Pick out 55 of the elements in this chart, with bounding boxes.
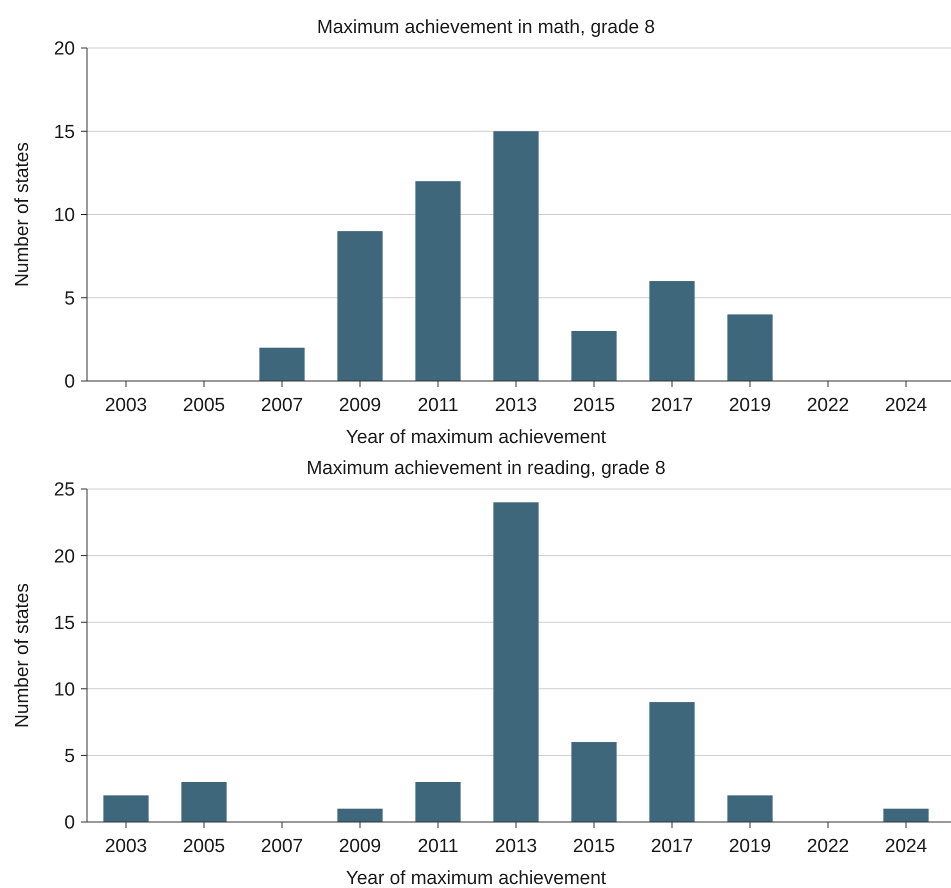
- bar: [727, 795, 773, 822]
- x-tick-label: 2019: [728, 836, 772, 857]
- chart-title: Maximum achievement in reading, grade 8: [306, 458, 666, 479]
- bar: [727, 314, 773, 381]
- chart-title: Maximum achievement in math, grade 8: [317, 17, 655, 38]
- x-tick-label: 2022: [806, 395, 850, 416]
- x-tick-label: 2017: [650, 836, 694, 857]
- y-tick-label: 0: [64, 372, 75, 393]
- x-tick-label: 2003: [104, 836, 148, 857]
- bar: [103, 795, 149, 822]
- y-tick-label: 10: [54, 679, 75, 700]
- y-tick-label: 10: [54, 205, 75, 226]
- x-tick-label: 2009: [338, 395, 382, 416]
- bar: [415, 181, 461, 381]
- bar: [493, 131, 539, 381]
- bar: [649, 281, 695, 381]
- x-tick-label: 2015: [572, 836, 616, 857]
- x-tick-label: 2013: [494, 395, 538, 416]
- bar: [415, 782, 461, 822]
- y-tick-label: 20: [54, 38, 75, 60]
- x-axis-title: Year of maximum achievement: [346, 427, 607, 448]
- bar: [571, 742, 617, 822]
- x-tick-label: 2015: [572, 395, 616, 416]
- x-tick-label: 2024: [884, 836, 928, 857]
- x-tick-label: 2003: [104, 395, 148, 416]
- x-axis-title: Year of maximum achievement: [346, 868, 607, 888]
- x-tick-label: 2011: [418, 836, 458, 857]
- y-axis-title: Number of states: [12, 583, 33, 728]
- x-tick-label: 2013: [494, 836, 538, 857]
- x-tick-label: 2005: [182, 836, 226, 857]
- x-tick-label: 2007: [260, 395, 304, 416]
- bar: [181, 782, 227, 822]
- bar: [337, 231, 383, 381]
- x-tick-label: 2011: [418, 395, 458, 416]
- y-tick-label: 0: [64, 812, 75, 834]
- x-tick-label: 2005: [182, 395, 226, 416]
- x-tick-label: 2024: [884, 395, 928, 416]
- bar: [493, 502, 539, 822]
- y-tick-label: 25: [54, 480, 75, 501]
- bar: [649, 702, 695, 822]
- x-tick-label: 2007: [260, 836, 304, 857]
- y-tick-label: 5: [64, 288, 75, 310]
- y-axis-title: Number of states: [12, 142, 33, 287]
- y-tick-label: 15: [54, 612, 75, 634]
- bar: [337, 808, 383, 822]
- x-tick-label: 2009: [338, 836, 382, 857]
- x-tick-label: 2019: [728, 395, 772, 416]
- bar: [259, 348, 305, 381]
- x-tick-label: 2017: [650, 395, 694, 416]
- y-tick-label: 5: [64, 746, 75, 768]
- y-tick-label: 20: [54, 546, 75, 568]
- x-tick-label: 2022: [806, 836, 850, 857]
- bar: [571, 331, 617, 381]
- y-tick-label: 15: [54, 122, 75, 143]
- bar: [883, 808, 929, 822]
